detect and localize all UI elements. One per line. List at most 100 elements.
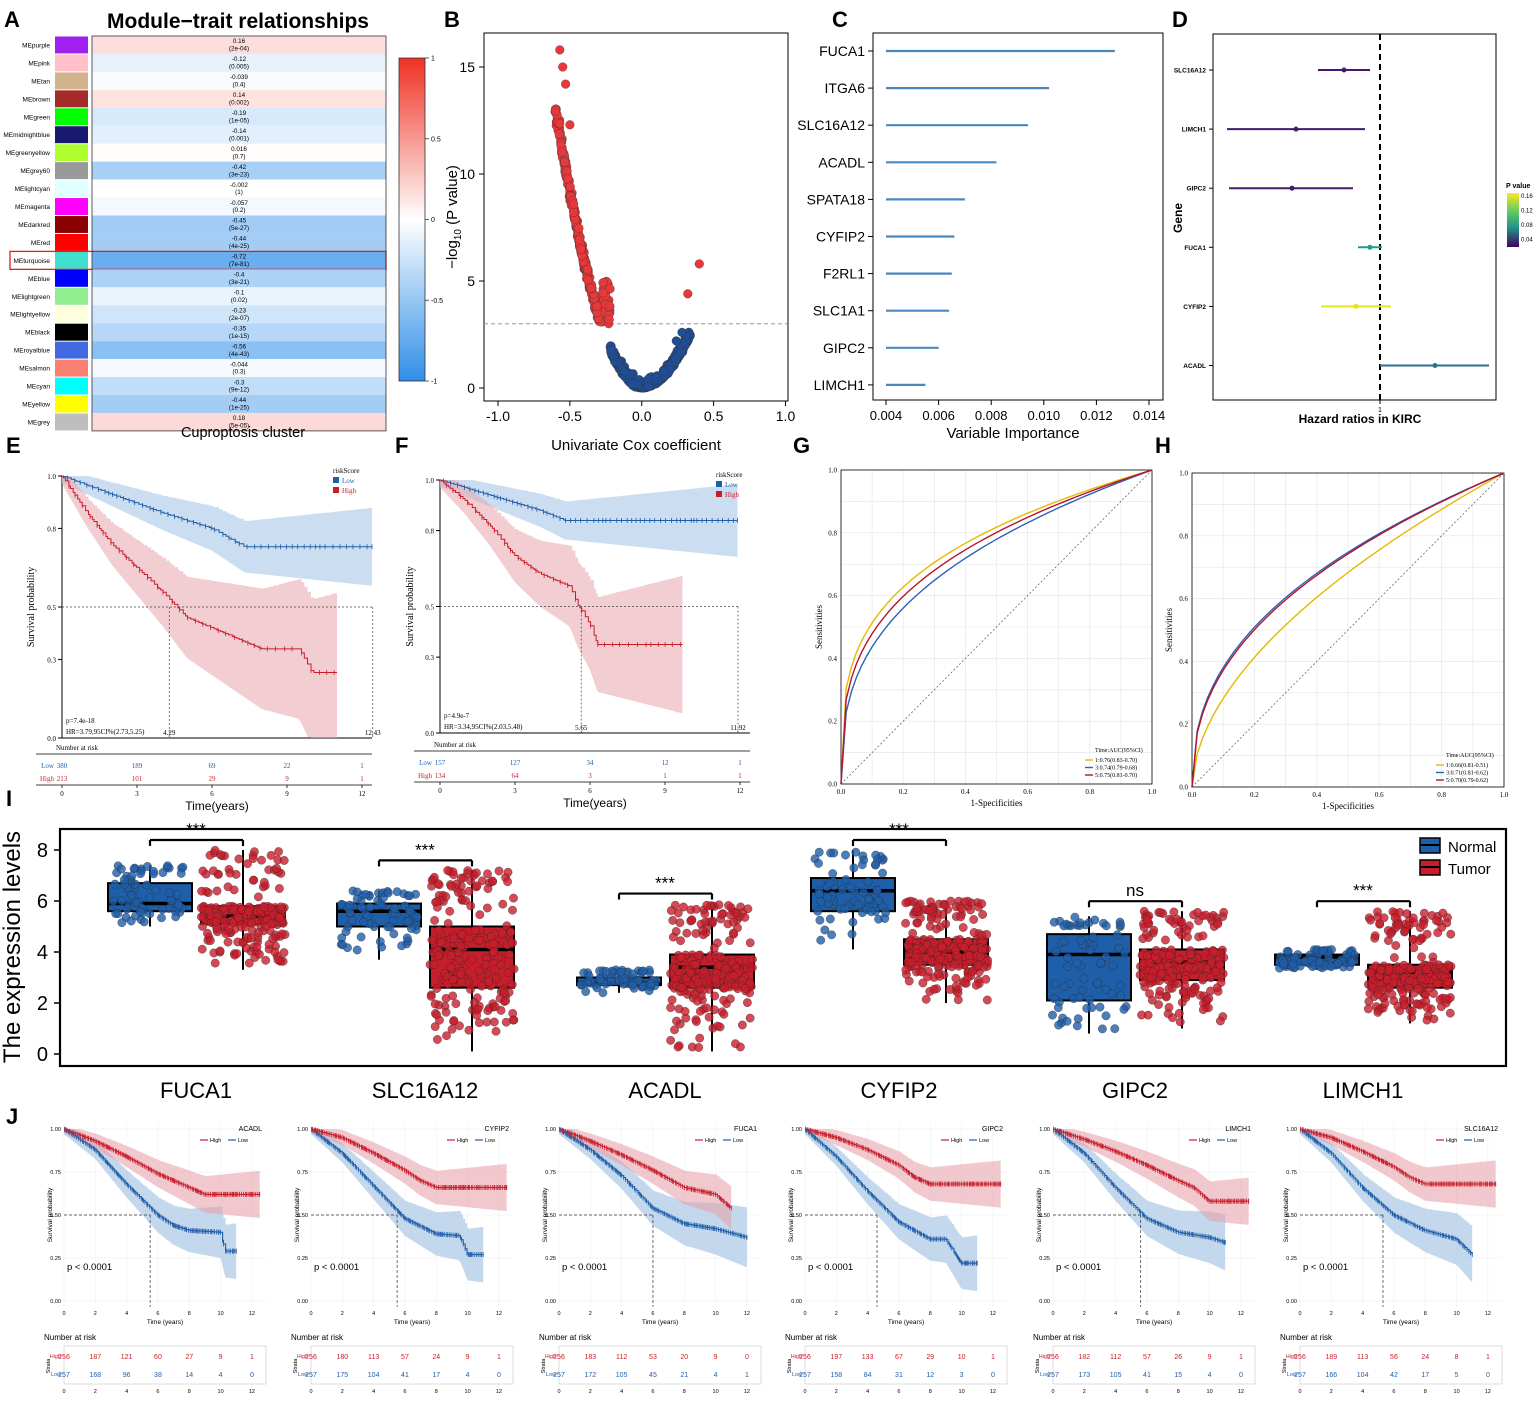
sample-point: [259, 903, 269, 912]
risk-title: Number at risk: [56, 744, 98, 752]
sample-point: [470, 926, 480, 935]
sample-point: [1072, 1021, 1082, 1031]
x-tick-label: 2: [1083, 1311, 1086, 1317]
sample-point: [680, 1007, 690, 1016]
sample-point: [1366, 915, 1375, 925]
sample-point: [219, 903, 228, 913]
sample-point: [456, 873, 466, 883]
risk-x-tick: 4: [620, 1389, 623, 1395]
sample-point: [628, 969, 638, 979]
sample-point: [232, 949, 242, 958]
gene-point: [555, 119, 565, 129]
sample-point: [1163, 975, 1173, 985]
row-label: MEcyan: [27, 384, 51, 391]
sample-point: [1201, 910, 1211, 920]
risk-count-low: 0: [991, 1372, 995, 1379]
sample-point: [1399, 1000, 1409, 1010]
sample-point: [694, 978, 703, 988]
sample-point: [921, 994, 931, 1004]
risk-count-high: 101: [132, 775, 143, 783]
y-tick-label: 0.0: [47, 735, 56, 743]
risk-count-high: 0: [745, 1354, 749, 1361]
sample-point: [482, 1017, 492, 1027]
colorbar-tick-label: 0.5: [431, 136, 441, 143]
row-label: MEtan: [31, 78, 50, 85]
sample-point: [1216, 978, 1226, 987]
sample-point: [1279, 958, 1289, 968]
gene-point: [620, 367, 630, 377]
sample-point: [224, 924, 234, 934]
risk-count-high: 3: [588, 772, 592, 780]
x-label: Time (years): [888, 1319, 924, 1326]
risk-count-high: 67: [895, 1354, 903, 1361]
sample-point: [691, 959, 700, 969]
sample-point: [1366, 968, 1376, 978]
y-tick-label: 0.8: [828, 529, 837, 537]
module-swatch: [55, 413, 88, 431]
risk-x-tick: 12: [744, 1389, 750, 1395]
panel-H-roc: H 0.00.0 0.2 0.2 0.4 0.4 0.6 0.6 0.8 0.8 1.0 1.0 1-S…: [1155, 433, 1509, 811]
sample-point: [956, 912, 966, 922]
cell-pvalue: (1e-15): [229, 333, 249, 340]
panel-letter: A: [4, 7, 20, 32]
risk-count-high: 1: [250, 1354, 254, 1361]
heatmap-frame: [91, 35, 387, 432]
sample-point: [721, 964, 730, 973]
heat-cell: [92, 197, 386, 216]
sample-point: [266, 851, 276, 860]
x-label: 1-Specificities: [971, 798, 1023, 808]
sample-point: [729, 917, 738, 927]
gene-title: CYFIP2: [484, 1126, 509, 1133]
gene-label: CYFIP2: [1183, 304, 1206, 311]
ci-band-low: [62, 476, 372, 586]
sample-point: [506, 928, 516, 937]
sample-point: [1101, 1011, 1111, 1021]
x-tick-label: -1.0: [486, 408, 510, 424]
sample-point: [607, 977, 616, 986]
y-label: Survival probability: [26, 567, 37, 647]
legend-low: Low: [733, 1138, 743, 1144]
sample-point: [853, 900, 863, 910]
ci-band-low: [440, 480, 738, 557]
plot-frame: [840, 469, 1153, 785]
y-tick-label: 0: [37, 1044, 48, 1066]
risk-count-high: 1: [497, 1354, 501, 1361]
sample-point: [157, 913, 166, 923]
y-tick-label: 0.75: [1039, 1170, 1050, 1176]
legend-high: High: [951, 1138, 962, 1144]
sample-point: [1085, 945, 1095, 955]
sample-point: [901, 965, 911, 975]
sample-point: [243, 859, 252, 869]
risk-count-high: 1: [738, 772, 742, 780]
cell-pvalue: (7e-81): [229, 261, 249, 268]
sample-point: [467, 955, 477, 965]
plot-frame: [483, 32, 789, 402]
panel-letter: C: [832, 7, 848, 32]
sample-point: [463, 869, 472, 878]
gene-label: SLC16A12: [372, 1078, 478, 1103]
sample-point: [1194, 916, 1203, 926]
sample-point: [1213, 919, 1223, 929]
risk-title: Number at risk: [785, 1333, 838, 1342]
risk-count-high: 183: [584, 1354, 596, 1361]
risk-count-high: 256: [553, 1354, 565, 1361]
sample-point: [113, 909, 123, 918]
gene-point: [643, 381, 654, 391]
risk-count-high: 53: [649, 1354, 657, 1361]
sample-point: [981, 974, 991, 984]
sample-point: [857, 860, 867, 870]
sample-point: [432, 984, 442, 993]
module-swatch: [55, 144, 88, 162]
sample-point: [1155, 986, 1165, 996]
sample-point: [466, 901, 476, 911]
gene-point: [628, 379, 638, 389]
y-label: −log10 (P value): [444, 165, 464, 269]
sample-point: [1432, 979, 1442, 988]
legend-entry: 1:0.66(0.81-0.51): [1446, 762, 1488, 769]
sample-point: [254, 892, 263, 902]
row-label: MElightcyan: [15, 186, 51, 193]
panel-G-roc: G 0.00.0 0.2 0.2 0.4 0.4 0.6 0.6 0.8 0.8 1.0 1.0 1-S…: [793, 433, 1157, 808]
hr-point: [1367, 244, 1373, 250]
heat-cell: [92, 125, 386, 144]
sample-point: [848, 917, 858, 927]
